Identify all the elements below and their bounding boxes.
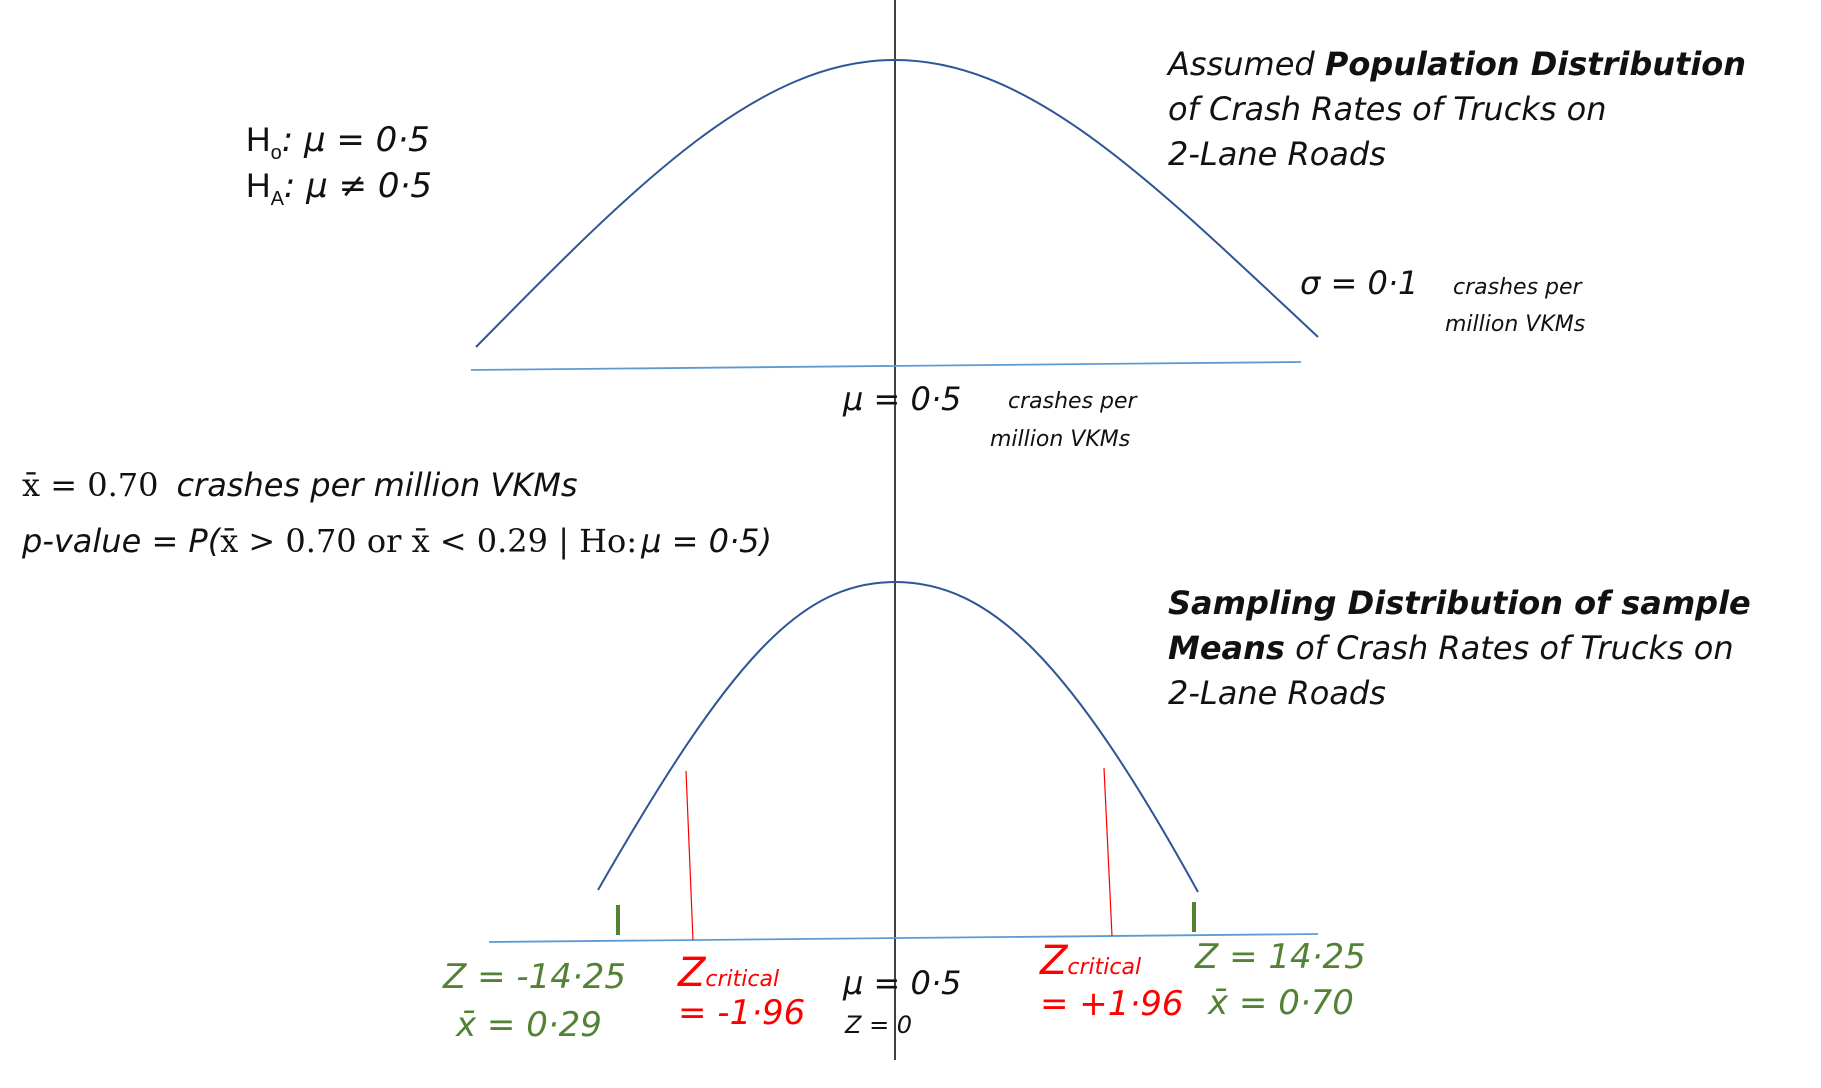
population-curve <box>475 58 1319 348</box>
population-title-line2: of Crash Rates of Trucks on <box>1168 90 1607 128</box>
critical-line-right <box>1103 767 1113 937</box>
sampling-z-zero: Z = 0 <box>844 1011 912 1039</box>
population-mu-unit-line1: crashes per <box>1008 389 1139 414</box>
sigma-value: σ = 0·1 <box>1300 264 1418 302</box>
sigma-unit-line1: crashes per <box>1453 275 1584 300</box>
left-z-value: Z = -14·25 <box>442 957 626 997</box>
population-mu-unit-line2: million VKMs <box>990 427 1130 452</box>
sample-mean-statement: x̄ = 0.70 crashes per million VKMs <box>22 466 578 504</box>
population-axis <box>470 361 1302 371</box>
population-title-line3: 2-Lane Roads <box>1168 135 1386 173</box>
sampling-title-line3: 2-Lane Roads <box>1168 674 1386 712</box>
right-z-value: Z = 14·25 <box>1194 937 1366 977</box>
left-xbar-value: x̄ = 0·29 <box>455 1005 602 1045</box>
right-xbar-value: x̄ = 0·70 <box>1207 983 1354 1023</box>
p-value-statement: p-value = P(x̄ > 0.70 or x̄ < 0.29 | Ho:… <box>21 522 772 560</box>
z-critical-right: Zcritical <box>1039 938 1141 984</box>
z-critical-left-value: = -1·96 <box>678 993 805 1033</box>
population-title-line1: Assumed Population Distribution <box>1166 45 1746 83</box>
alternative-hypothesis: HA: μ ≠ 0·5 <box>246 166 432 210</box>
population-mu-value: μ = 0·5 <box>842 380 961 418</box>
sampling-axis <box>488 933 1319 943</box>
null-hypothesis: Ho: μ = 0·5 <box>246 120 430 164</box>
z-critical-left: Zcritical <box>677 950 779 996</box>
sampling-curve <box>597 580 1199 893</box>
critical-line-left <box>685 770 694 941</box>
sampling-mu-value: μ = 0·5 <box>842 964 961 1002</box>
sigma-unit-line2: million VKMs <box>1445 312 1585 337</box>
sampling-title-line1: Sampling Distribution of sample <box>1168 584 1751 622</box>
sampling-title-line2: Means of Crash Rates of Trucks on <box>1168 629 1734 667</box>
z-critical-right-value: = +1·96 <box>1040 984 1184 1024</box>
